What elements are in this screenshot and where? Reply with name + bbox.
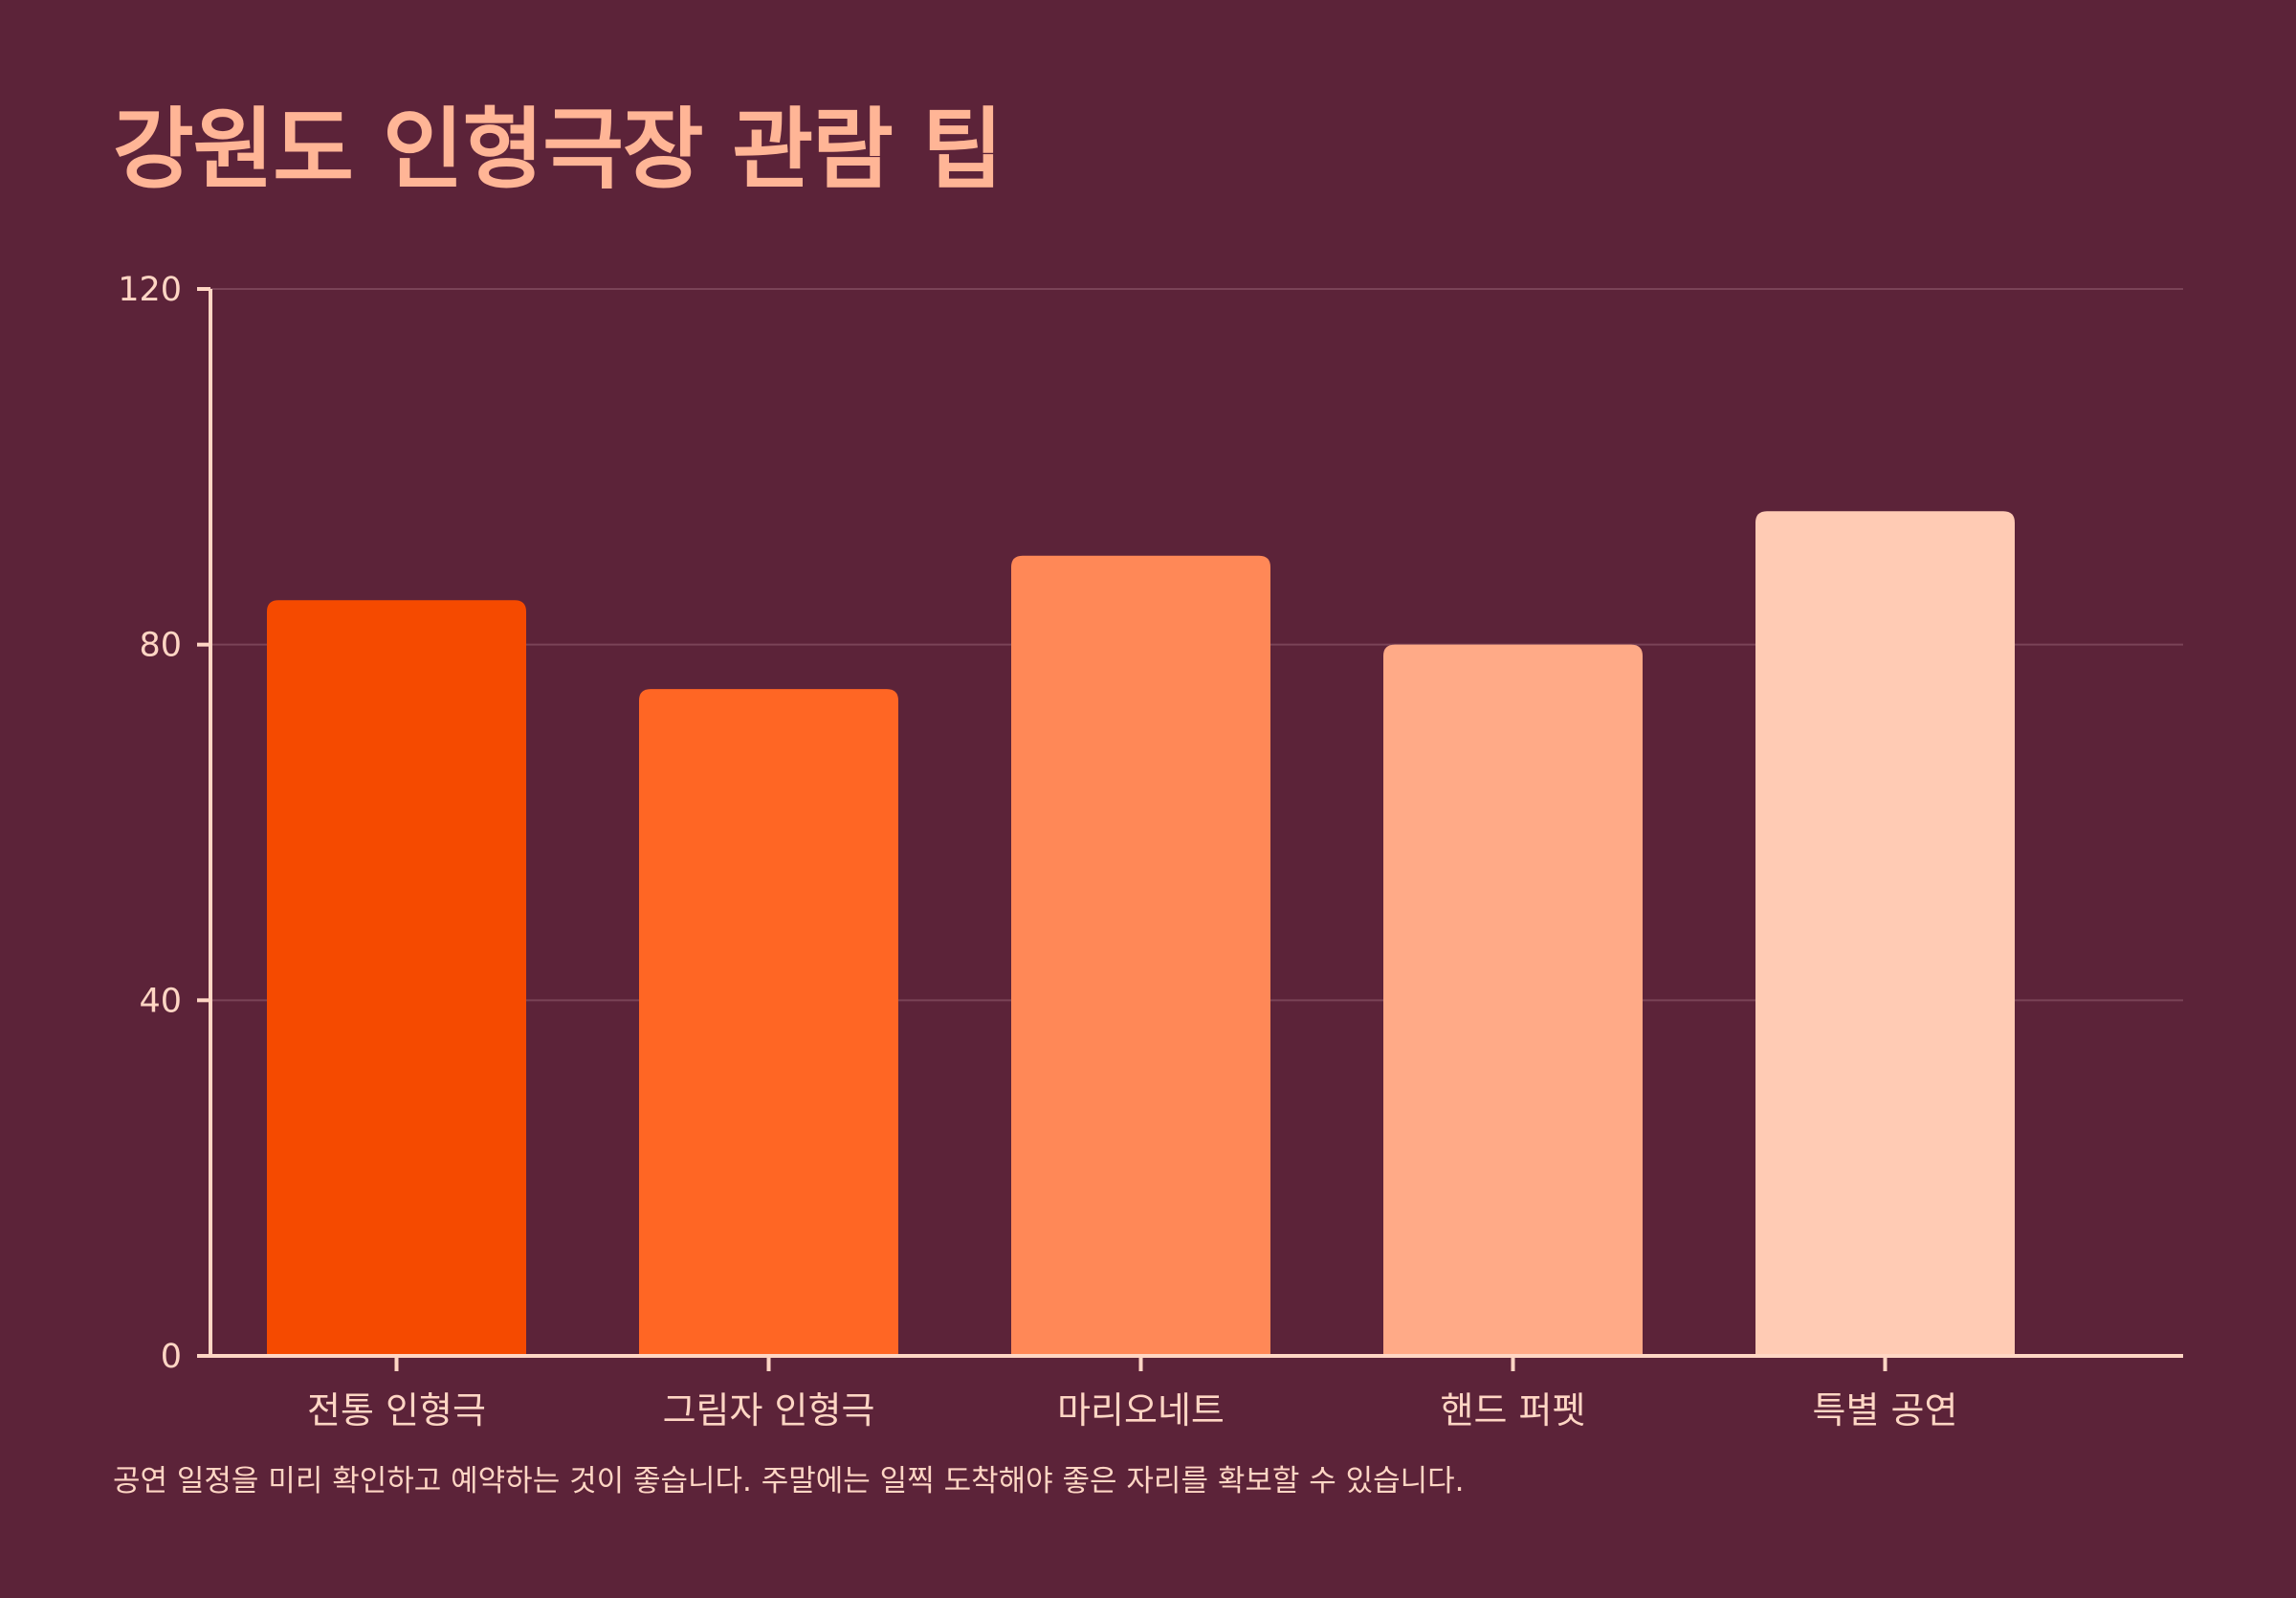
chart-footnote: 공연 일정을 미리 확인하고 예약하는 것이 좋습니다. 주말에는 일찍 도착해… bbox=[113, 1464, 1465, 1498]
x-tick-label: 마리오네트 bbox=[1057, 1389, 1225, 1432]
chart-title: 강원도 인형극장 관람 팁 bbox=[113, 99, 1003, 201]
x-tick-label: 그림자 인형극 bbox=[663, 1389, 875, 1432]
bar bbox=[267, 600, 526, 1356]
bar bbox=[1011, 555, 1270, 1356]
x-tick-label: 전통 인형극 bbox=[307, 1389, 486, 1432]
bar bbox=[1755, 511, 2015, 1356]
x-tick-label: 특별 공연 bbox=[1813, 1389, 1958, 1432]
bar bbox=[1383, 644, 1643, 1356]
x-tick-label: 핸드 퍼펫 bbox=[1441, 1389, 1586, 1432]
y-tick-label: 0 bbox=[161, 1338, 182, 1376]
y-tick-label: 120 bbox=[118, 271, 182, 309]
y-tick-label: 80 bbox=[139, 627, 182, 665]
bar bbox=[639, 689, 898, 1356]
y-tick-label: 40 bbox=[139, 982, 182, 1020]
